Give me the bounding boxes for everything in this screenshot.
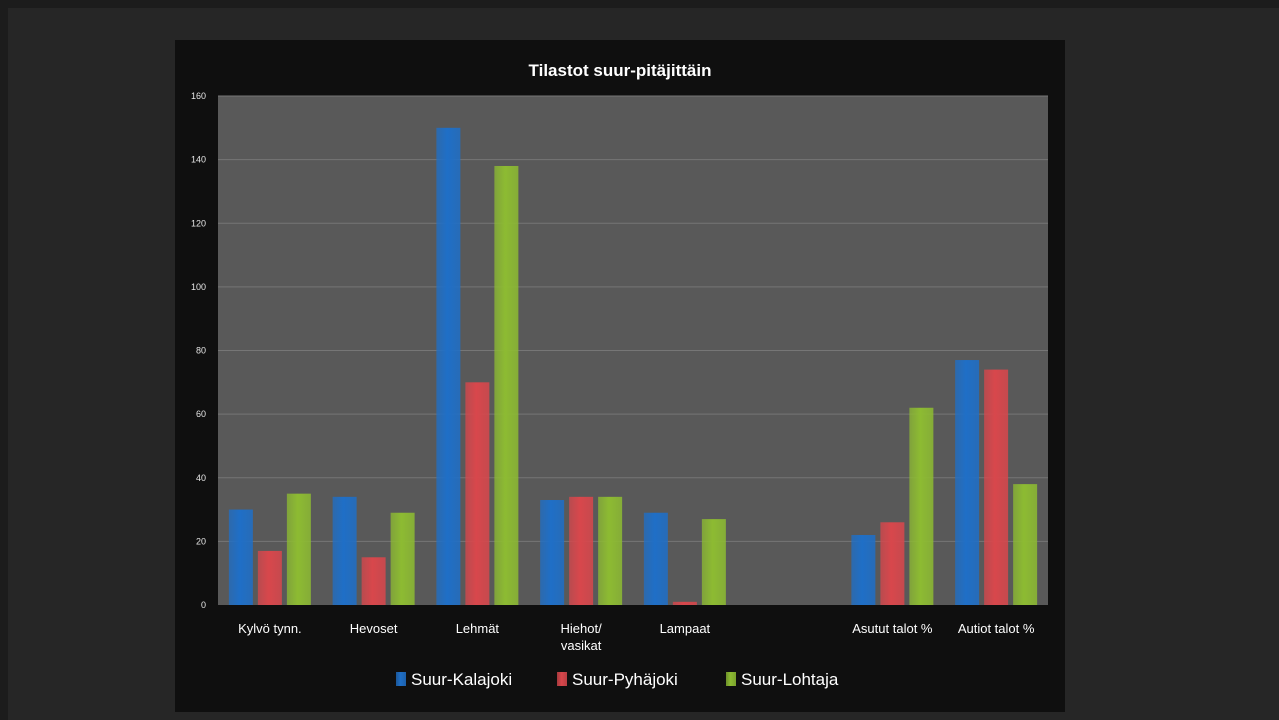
x-tick-label: vasikat bbox=[561, 638, 602, 653]
y-tick-label: 20 bbox=[196, 536, 206, 546]
bar-suur-pyh-joki bbox=[569, 496, 594, 605]
bar-suur-kalajoki bbox=[436, 127, 461, 605]
x-axis: Kylvö tynn. Hevoset Lehmät Hiehot/vasikat La… bbox=[238, 621, 1035, 653]
bar-suur-kalajoki bbox=[851, 535, 876, 605]
bar-suur-lohtaja bbox=[286, 493, 311, 605]
bar-suur-pyh-joki bbox=[672, 601, 697, 605]
bar-suur-lohtaja bbox=[1013, 484, 1038, 605]
bar-suur-kalajoki bbox=[540, 500, 565, 605]
bar-suur-lohtaja bbox=[598, 496, 623, 605]
y-tick-label: 80 bbox=[196, 346, 206, 356]
y-tick-label: 160 bbox=[191, 91, 206, 101]
y-tick-label: 120 bbox=[191, 218, 206, 228]
legend-label: Suur-Pyhäjoki bbox=[572, 670, 678, 689]
legend-swatch bbox=[726, 672, 736, 686]
x-tick-label: Hiehot/ bbox=[561, 621, 603, 636]
legend-label: Suur-Lohtaja bbox=[741, 670, 839, 689]
bar-suur-pyh-joki bbox=[257, 550, 282, 605]
legend: Suur-Kalajoki Suur-Pyhäjoki Suur-Lohtaja bbox=[396, 670, 839, 689]
bar-suur-lohtaja bbox=[909, 407, 934, 605]
x-tick-label: Kylvö tynn. bbox=[238, 621, 302, 636]
bar-suur-lohtaja bbox=[701, 519, 726, 605]
bar-suur-kalajoki bbox=[643, 512, 668, 605]
x-tick-label: Lehmät bbox=[456, 621, 500, 636]
y-tick-label: 60 bbox=[196, 409, 206, 419]
y-tick-label: 100 bbox=[191, 282, 206, 292]
y-axis: 0 20 40 60 80 100 120 140 160 bbox=[191, 91, 206, 610]
x-tick-label: Lampaat bbox=[660, 621, 711, 636]
bar-suur-pyh-joki bbox=[361, 557, 386, 605]
x-tick-label: Hevoset bbox=[350, 621, 398, 636]
legend-label: Suur-Kalajoki bbox=[411, 670, 512, 689]
bar-suur-kalajoki bbox=[955, 360, 980, 605]
bars bbox=[228, 127, 1038, 606]
bar-suur-lohtaja bbox=[390, 512, 415, 605]
bar-suur-kalajoki bbox=[228, 509, 253, 605]
y-tick-label: 140 bbox=[191, 155, 206, 165]
legend-swatch bbox=[557, 672, 567, 686]
bar-suur-pyh-joki bbox=[984, 369, 1009, 605]
bar-suur-lohtaja bbox=[494, 165, 519, 606]
y-tick-label: 40 bbox=[196, 473, 206, 483]
legend-swatch bbox=[396, 672, 406, 686]
chart-title: Tilastot suur-pitäjittäin bbox=[529, 61, 712, 80]
x-tick-label: Autiot talot % bbox=[958, 621, 1035, 636]
x-tick-label: Asutut talot % bbox=[852, 621, 933, 636]
bar-suur-pyh-joki bbox=[880, 522, 905, 605]
y-tick-label: 0 bbox=[201, 600, 206, 610]
bar-suur-kalajoki bbox=[332, 496, 357, 605]
bar-suur-pyh-joki bbox=[465, 382, 490, 605]
